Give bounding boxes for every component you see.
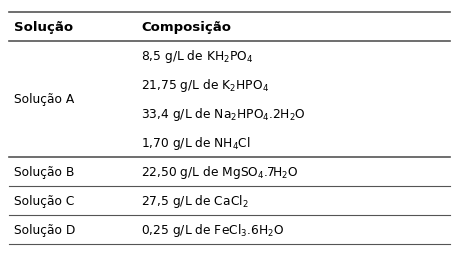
Text: Solução A: Solução A — [14, 93, 74, 106]
Text: Solução C: Solução C — [14, 194, 74, 207]
Text: Composição: Composição — [141, 21, 231, 34]
Text: 8,5 g/L de KH$_2$PO$_4$: 8,5 g/L de KH$_2$PO$_4$ — [141, 47, 253, 65]
Text: Solução B: Solução B — [14, 165, 74, 178]
Text: 1,70 g/L de NH$_4$Cl: 1,70 g/L de NH$_4$Cl — [141, 134, 251, 151]
Text: 33,4 g/L de Na$_2$HPO$_4$.2H$_2$O: 33,4 g/L de Na$_2$HPO$_4$.2H$_2$O — [141, 105, 306, 122]
Text: Solução D: Solução D — [14, 223, 75, 236]
Text: Solução: Solução — [14, 21, 73, 34]
Text: 22,50 g/L de MgSO$_4$.7H$_2$O: 22,50 g/L de MgSO$_4$.7H$_2$O — [141, 163, 298, 180]
Text: 27,5 g/L de CaCl$_2$: 27,5 g/L de CaCl$_2$ — [141, 192, 248, 209]
Text: 0,25 g/L de FeCl$_3$.6H$_2$O: 0,25 g/L de FeCl$_3$.6H$_2$O — [141, 221, 284, 238]
Text: 21,75 g/L de K$_2$HPO$_4$: 21,75 g/L de K$_2$HPO$_4$ — [141, 76, 269, 93]
